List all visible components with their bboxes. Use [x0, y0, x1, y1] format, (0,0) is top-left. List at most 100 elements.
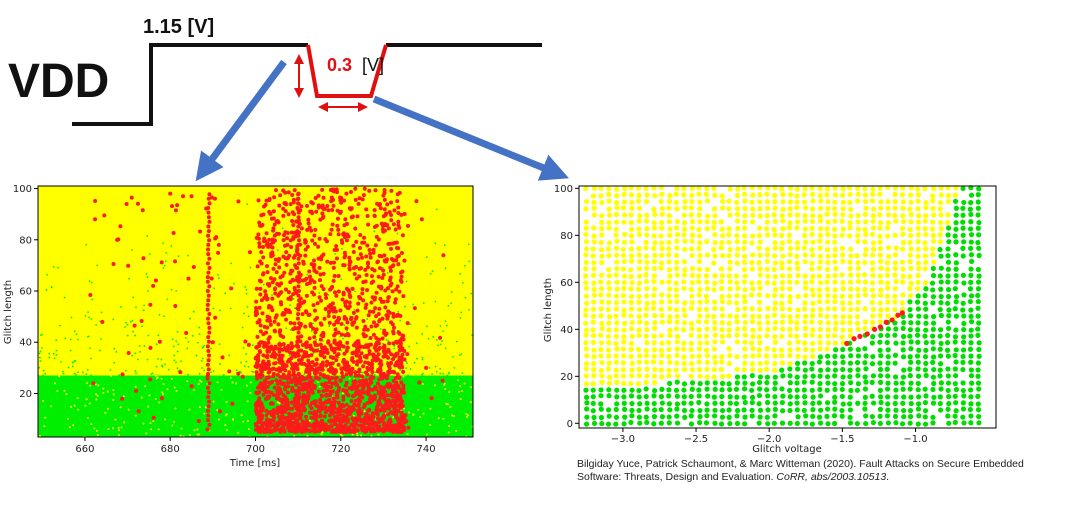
no-effect-point [667, 332, 673, 339]
normal-point [621, 400, 627, 406]
normal-point [930, 300, 936, 306]
fault-point [334, 358, 339, 363]
fault-point [391, 426, 396, 431]
no-effect-point [696, 359, 702, 365]
fault-point [334, 390, 339, 395]
normal-point [960, 185, 966, 192]
fault-point [345, 410, 350, 415]
normal-point [938, 300, 944, 306]
normal-point [832, 381, 838, 387]
normal-point [146, 276, 149, 279]
normal-point [968, 327, 974, 333]
fault-point [308, 322, 313, 327]
normal-point [217, 273, 219, 276]
fault-point [401, 425, 406, 430]
fault-point [325, 374, 330, 379]
no-effect-point [628, 346, 634, 353]
normal-point [968, 353, 974, 359]
no-effect-point [884, 266, 891, 272]
no-effect-point [599, 286, 605, 292]
citation-venue: CoRR, abs/2003.10513 [776, 471, 887, 483]
normal-point [877, 339, 883, 345]
no-effect-point [824, 226, 830, 232]
normal-point [831, 420, 838, 427]
fault-point [392, 325, 397, 330]
normal-point [69, 349, 72, 352]
no-effect-point [76, 397, 79, 400]
fault-point [257, 305, 262, 310]
normal-point [95, 323, 98, 326]
no-effect-point [771, 347, 777, 353]
normal-point [688, 413, 694, 419]
fault-point [344, 238, 349, 243]
fault-point [299, 226, 304, 231]
no-effect-point [417, 408, 420, 411]
normal-point [961, 199, 967, 206]
no-effect-point [764, 258, 770, 264]
fault-point [341, 232, 346, 237]
no-effect-point [636, 218, 642, 224]
no-effect-point [114, 418, 117, 421]
fault-point [277, 414, 282, 419]
fault-point [170, 204, 175, 209]
fault-point [323, 381, 328, 386]
fault-point [335, 223, 340, 228]
fault-point [205, 261, 210, 266]
no-effect-point [148, 394, 151, 397]
fault-point [348, 372, 353, 377]
normal-point [88, 280, 91, 283]
no-effect-point [908, 293, 914, 299]
normal-point [968, 219, 974, 225]
fault-point [296, 312, 301, 317]
no-effect-point [599, 219, 605, 226]
normal-point [961, 420, 967, 426]
no-effect-point [794, 253, 800, 259]
no-effect-point [628, 313, 634, 319]
no-effect-point [666, 339, 672, 346]
normal-point [126, 334, 129, 337]
no-effect-point [794, 326, 800, 332]
normal-point [666, 414, 672, 420]
fault-point [310, 238, 315, 243]
no-effect-point [226, 429, 229, 432]
normal-point [900, 354, 907, 360]
fault-point [281, 372, 286, 377]
fault-point [328, 287, 333, 292]
fault-point [335, 208, 340, 213]
no-effect-point [809, 252, 816, 258]
no-effect-point [734, 319, 740, 325]
normal-point [598, 393, 604, 399]
fault-point [304, 398, 309, 403]
normal-point [379, 327, 382, 330]
fault-point [206, 348, 211, 353]
normal-point [727, 394, 733, 400]
fault-point [339, 238, 344, 243]
no-effect-point [704, 298, 710, 305]
no-effect-point [652, 252, 658, 258]
no-effect-point [794, 245, 801, 251]
no-effect-point [636, 359, 642, 365]
normal-point [749, 413, 755, 419]
normal-point [968, 239, 974, 245]
fault-point [254, 423, 259, 428]
fault-point [375, 201, 380, 206]
normal-point [976, 413, 982, 420]
no-effect-point [809, 266, 815, 272]
fault-point [312, 348, 317, 353]
no-effect-point [771, 212, 777, 218]
no-effect-point [689, 353, 695, 359]
no-effect-point [697, 206, 703, 212]
fault-point [386, 295, 391, 300]
normal-point [727, 400, 733, 406]
fault-point [259, 261, 264, 266]
fault-point [284, 250, 289, 255]
no-effect-point [102, 387, 105, 390]
no-effect-point [840, 279, 846, 286]
fault-point [207, 219, 212, 224]
no-effect-point [779, 260, 785, 266]
fault-point [305, 366, 310, 371]
no-effect-point [750, 252, 756, 258]
no-effect-point [862, 185, 868, 192]
no-effect-point [448, 425, 451, 428]
normal-point [922, 354, 929, 360]
